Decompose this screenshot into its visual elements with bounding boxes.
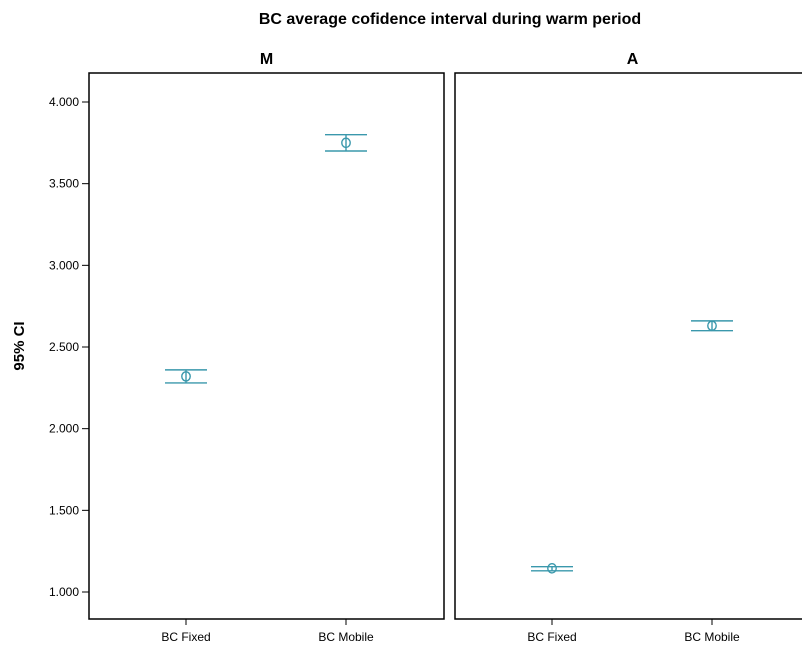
y-axis-label: 95% CI	[11, 321, 28, 370]
ci-mean-point	[547, 563, 557, 574]
panel-frame	[88, 72, 445, 620]
y-tick-label: 3.500	[49, 177, 79, 191]
panel-title: A	[627, 51, 639, 68]
x-tick-label: BC Fixed	[527, 630, 576, 644]
y-tick-label: 4.000	[49, 95, 79, 109]
ci-errorbar	[691, 320, 733, 332]
panel-title: M	[260, 51, 273, 68]
panel-m: M BC Fixed BC Mobile	[88, 51, 445, 644]
x-tick-label: BC Mobile	[318, 630, 374, 644]
ci-mean-point	[341, 137, 351, 149]
plot-area: 1.000 1.500 2.000 2.500 3.000 3.500 4.000 M BC F…	[49, 51, 802, 644]
ci-mean-point	[181, 371, 191, 382]
ci-mean-point	[707, 320, 717, 332]
ci-errorbar	[165, 369, 207, 384]
y-tick-label: 2.500	[49, 340, 79, 354]
ci-errorbar	[531, 563, 573, 574]
y-tick-label: 3.000	[49, 258, 79, 272]
panel-a: A BC Fixed BC Mobile	[454, 51, 802, 644]
y-tick-label: 2.000	[49, 422, 79, 436]
ci-errorbar	[325, 133, 367, 152]
x-tick-label: BC Mobile	[684, 630, 740, 644]
y-tick-label: 1.500	[49, 503, 79, 517]
y-tick-label: 1.000	[49, 585, 79, 599]
x-tick-label: BC Fixed	[161, 630, 210, 644]
panel-frame	[454, 72, 802, 620]
chart-title: BC average cofidence interval during war…	[259, 11, 641, 28]
